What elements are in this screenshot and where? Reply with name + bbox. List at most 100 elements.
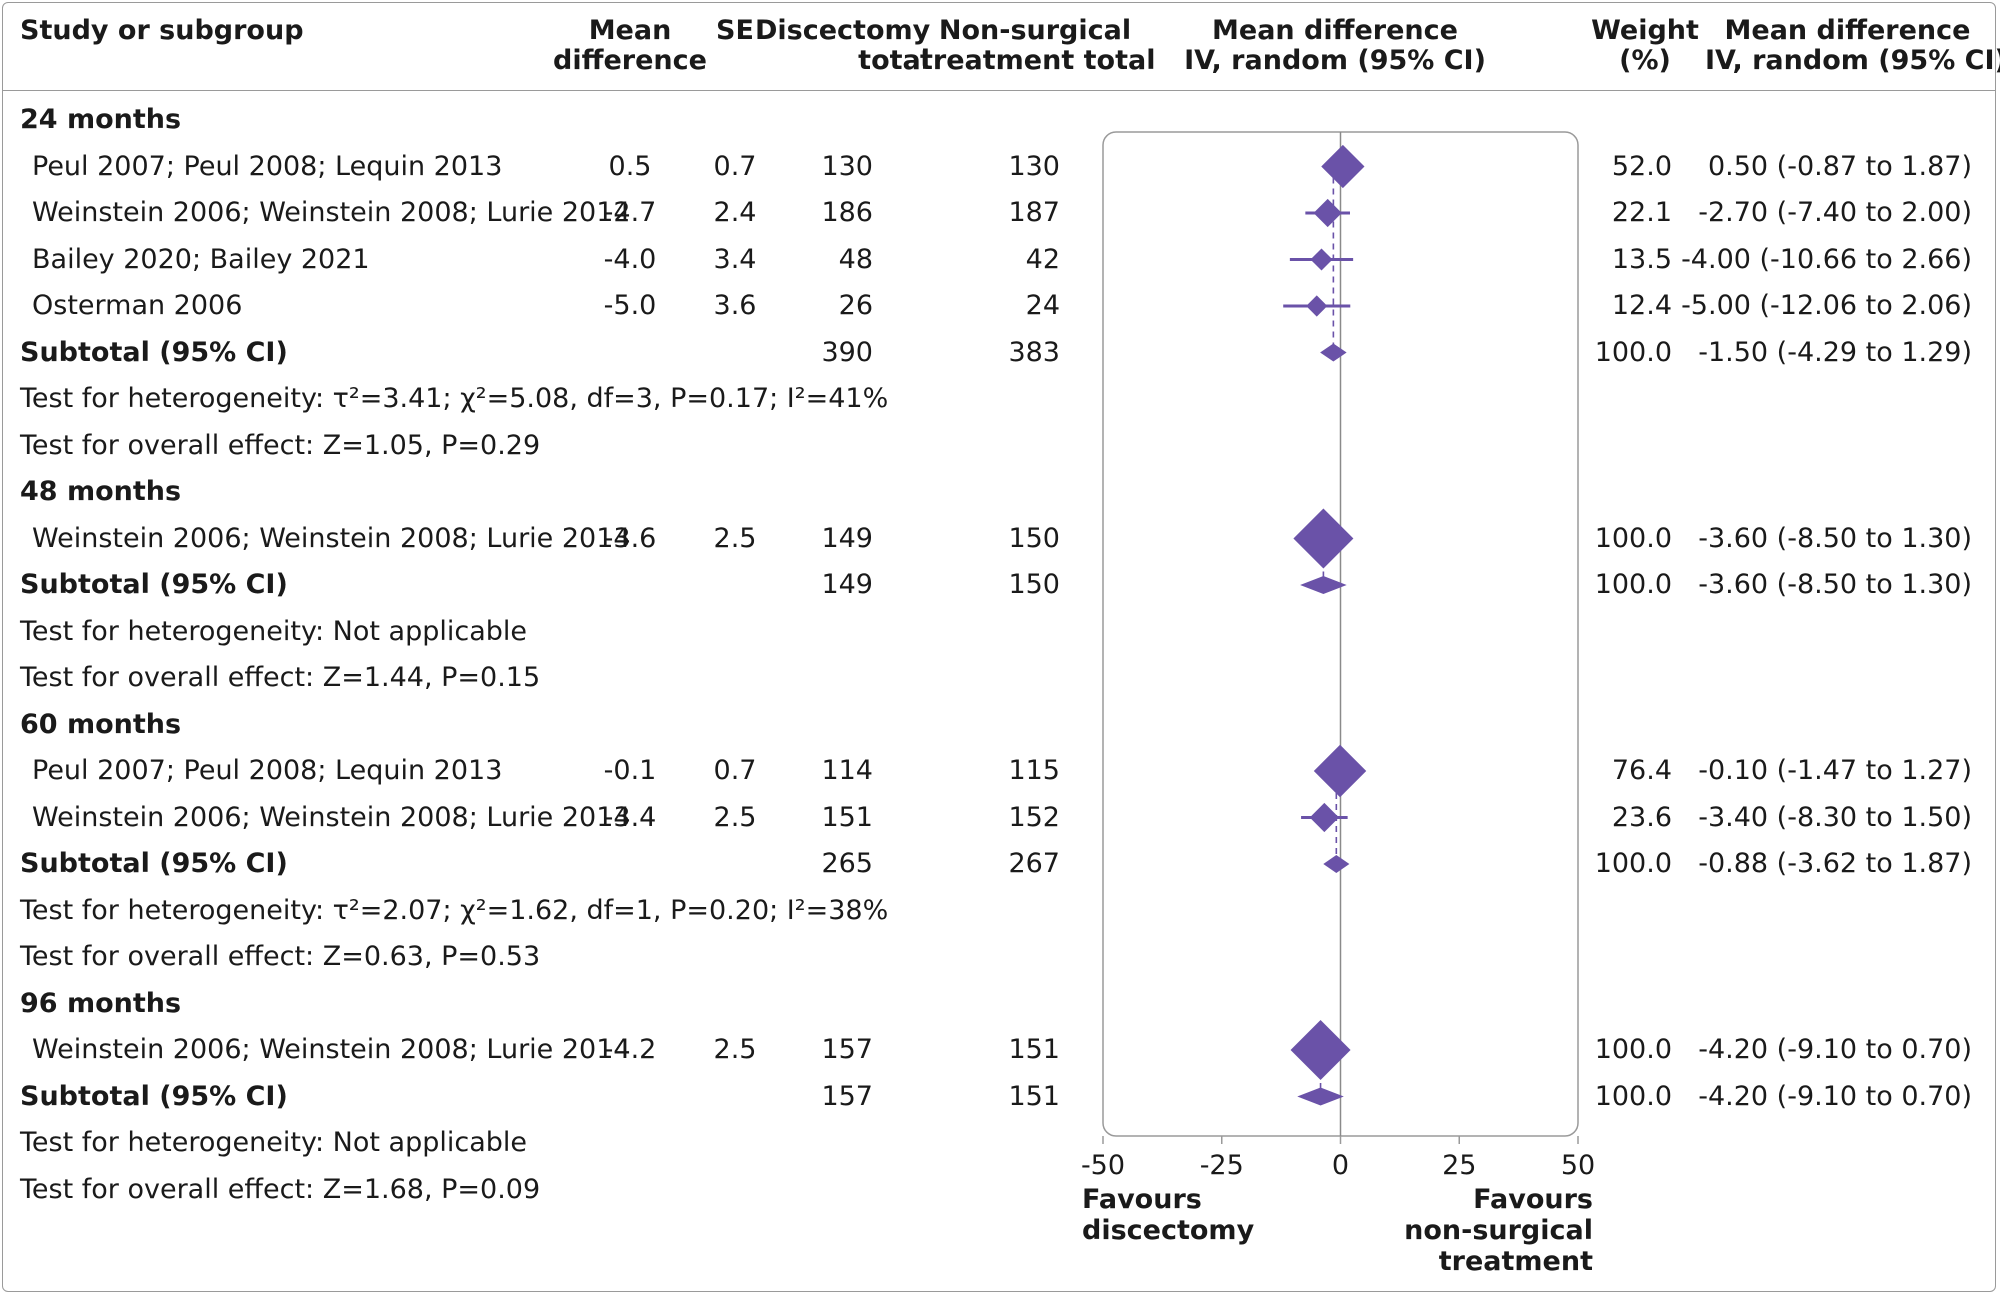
subtotal-diamond [1320, 343, 1347, 362]
se-value: 2.4 [713, 197, 757, 228]
mean-difference-value: -4.0 [603, 243, 657, 275]
study-label: Peul 2007; Peul 2008; Lequin 2013 [32, 150, 503, 182]
discectomy-total: 157 [821, 1080, 873, 1112]
se-value: 3.6 [713, 290, 757, 321]
subtotal-label: Subtotal (95% CI) [20, 336, 288, 368]
study-label: Osterman 2006 [32, 290, 243, 321]
subtotal-label: Subtotal (95% CI) [20, 1080, 288, 1112]
study-marker [1313, 744, 1367, 798]
weight-value: 100.0 [1594, 1034, 1672, 1065]
ci-text: -4.00 (-10.66 to 2.66) [1681, 243, 1972, 275]
discectomy-total: 48 [838, 243, 873, 275]
se-value: 3.4 [713, 243, 757, 275]
header-non-surgical: Non-surgical treatment total [920, 16, 1156, 76]
weight-value: 100.0 [1594, 1080, 1672, 1112]
test-statistic-text: Test for overall effect: Z=1.68, P=0.09 [20, 1173, 541, 1205]
study-label: Weinstein 2006; Weinstein 2008; Lurie 20… [32, 801, 631, 833]
non-surgical-total: 42 [1025, 243, 1060, 275]
ci-text: 0.50 (-0.87 to 1.87) [1707, 150, 1972, 182]
weight-value: 23.6 [1611, 801, 1672, 833]
discectomy-total: 186 [821, 197, 873, 228]
ci-text: -3.60 (-8.50 to 1.30) [1698, 522, 1972, 554]
favours-left-line1: Favours [1082, 1184, 1202, 1215]
weight-value: 100.0 [1594, 569, 1672, 600]
header-study: Study or subgroup [20, 15, 304, 46]
header-weight: Weight (%) [1585, 16, 1705, 76]
mean-difference-value: -3.4 [603, 801, 657, 833]
non-surgical-total: 151 [1008, 1080, 1060, 1112]
ci-text: -2.70 (-7.40 to 2.00) [1698, 197, 1972, 228]
favours-right-line3: treatment [1438, 1246, 1593, 1277]
header-md-line1: Mean [588, 15, 672, 46]
header-plot-line1: Mean difference [1212, 15, 1458, 46]
discectomy-total: 265 [821, 848, 873, 879]
ci-text: -5.00 (-12.06 to 2.06) [1681, 290, 1972, 321]
favours-right-line1: Favours [1473, 1184, 1593, 1215]
subtotal-diamond [1297, 1087, 1344, 1106]
subgroup-heading: 24 months [20, 104, 182, 135]
ci-text: -0.88 (-3.62 to 1.87) [1698, 848, 1972, 879]
header-weight-line2: (%) [1619, 45, 1671, 76]
discectomy-total: 390 [821, 336, 873, 368]
subtotal-diamond [1323, 855, 1350, 873]
weight-value: 22.1 [1611, 197, 1672, 228]
study-label: Peul 2007; Peul 2008; Lequin 2013 [32, 755, 503, 786]
header-ci-line1: Mean difference [1724, 15, 1971, 46]
x-tick-label: -50 [1081, 1150, 1125, 1181]
se-value: 0.7 [713, 755, 757, 786]
study-marker [1290, 1020, 1351, 1080]
non-surgical-total: 150 [1008, 522, 1060, 554]
discectomy-total: 151 [821, 801, 873, 833]
weight-value: 100.0 [1594, 336, 1672, 368]
weight-value: 13.5 [1611, 243, 1672, 275]
test-statistic-text: Test for heterogeneity: τ²=2.07; χ²=1.62… [20, 894, 889, 926]
x-tick-label: -25 [1200, 1150, 1244, 1181]
discectomy-total: 149 [821, 569, 873, 600]
mean-difference-value: -4.2 [603, 1034, 657, 1065]
favours-discectomy-label: Favours discectomy [1082, 1184, 1254, 1246]
mean-difference-value: -3.6 [603, 522, 657, 554]
study-label: Weinstein 2006; Weinstein 2008; Lurie 20… [32, 522, 631, 554]
study-marker [1306, 295, 1328, 317]
study-marker [1321, 144, 1365, 189]
non-surgical-total: 151 [1008, 1034, 1060, 1065]
study-marker [1313, 198, 1342, 228]
non-surgical-total: 150 [1008, 569, 1060, 600]
header-ci: Mean difference IV, random (95% CI) [1705, 15, 2000, 76]
weight-value: 100.0 [1594, 848, 1672, 879]
se-value: 2.5 [713, 1034, 757, 1065]
header-nonsurg-line2: treatment total [920, 45, 1156, 76]
mean-difference-value: -0.1 [603, 755, 657, 786]
x-tick-label: 25 [1442, 1150, 1476, 1181]
ci-text: -0.10 (-1.47 to 1.27) [1698, 755, 1972, 786]
non-surgical-total: 187 [1008, 197, 1060, 228]
header-disc-line2: total [858, 45, 930, 76]
favours-non-surgical-label: Favours non-surgical treatment [1360, 1184, 1593, 1277]
weight-value: 100.0 [1594, 522, 1672, 554]
ci-text: -4.20 (-9.10 to 0.70) [1698, 1034, 1972, 1065]
header-discectomy: Discectomy total [755, 16, 930, 76]
ci-text: -3.40 (-8.30 to 1.50) [1698, 801, 1972, 833]
discectomy-total: 114 [821, 755, 873, 786]
discectomy-total: 149 [821, 522, 873, 554]
test-statistic-text: Test for heterogeneity: Not applicable [20, 1127, 528, 1158]
discectomy-total: 157 [821, 1034, 873, 1065]
header-ci-line2: IV, random (95% CI) [1705, 45, 2000, 76]
subtotal-diamond [1300, 576, 1347, 594]
subgroup-heading: 48 months [20, 476, 182, 507]
header-plot-line2: IV, random (95% CI) [1184, 45, 1486, 76]
header-divider [2, 90, 1996, 91]
header-disc-line1: Discectomy [755, 15, 931, 46]
mean-difference-value: 0.5 [608, 150, 652, 182]
favours-left-line2: discectomy [1082, 1215, 1255, 1246]
study-label: Weinstein 2006; Weinstein 2008; Lurie 20… [32, 1034, 631, 1065]
non-surgical-total: 130 [1008, 150, 1060, 182]
ci-text: -3.60 (-8.50 to 1.30) [1698, 569, 1972, 600]
subtotal-label: Subtotal (95% CI) [20, 848, 288, 879]
mean-difference-value: -5.0 [603, 290, 657, 321]
se-value: 0.7 [713, 150, 757, 182]
study-label: Weinstein 2006; Weinstein 2008; Lurie 20… [32, 197, 631, 228]
weight-value: 12.4 [1611, 290, 1672, 321]
